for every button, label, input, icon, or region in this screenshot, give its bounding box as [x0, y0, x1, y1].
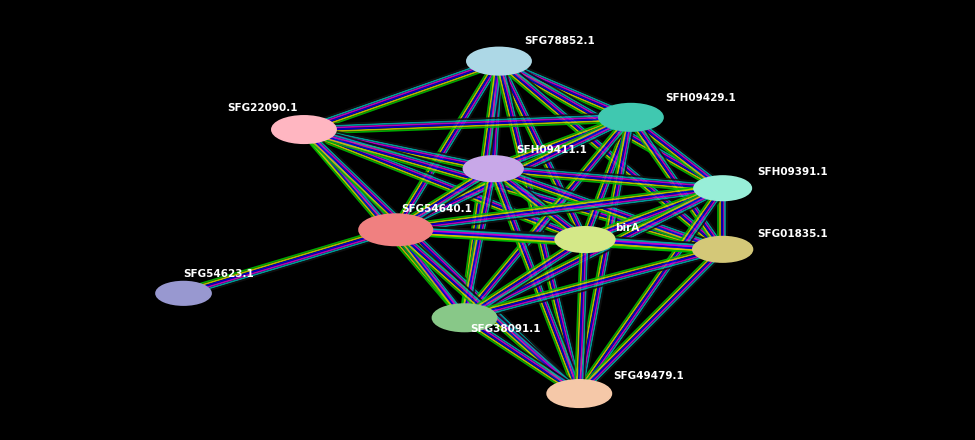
Text: SFH09429.1: SFH09429.1	[665, 93, 736, 103]
Text: SFG38091.1: SFG38091.1	[470, 324, 541, 334]
Text: SFG01835.1: SFG01835.1	[757, 228, 828, 238]
Text: SFH09411.1: SFH09411.1	[516, 145, 587, 155]
Circle shape	[555, 227, 615, 252]
Circle shape	[694, 176, 752, 201]
Text: SFH09391.1: SFH09391.1	[757, 168, 828, 177]
Text: SFG54623.1: SFG54623.1	[183, 269, 254, 279]
Circle shape	[599, 104, 663, 131]
Text: SFG22090.1: SFG22090.1	[228, 103, 298, 114]
Text: birA: birA	[615, 223, 639, 233]
Circle shape	[467, 48, 531, 75]
Text: SFG54640.1: SFG54640.1	[402, 204, 472, 214]
Circle shape	[156, 282, 211, 305]
Circle shape	[359, 214, 433, 246]
Text: SFG49479.1: SFG49479.1	[613, 371, 684, 381]
Circle shape	[272, 116, 336, 143]
Circle shape	[547, 380, 611, 407]
Circle shape	[433, 304, 496, 331]
Circle shape	[463, 156, 523, 181]
Circle shape	[693, 237, 753, 262]
Text: SFG78852.1: SFG78852.1	[525, 37, 595, 47]
